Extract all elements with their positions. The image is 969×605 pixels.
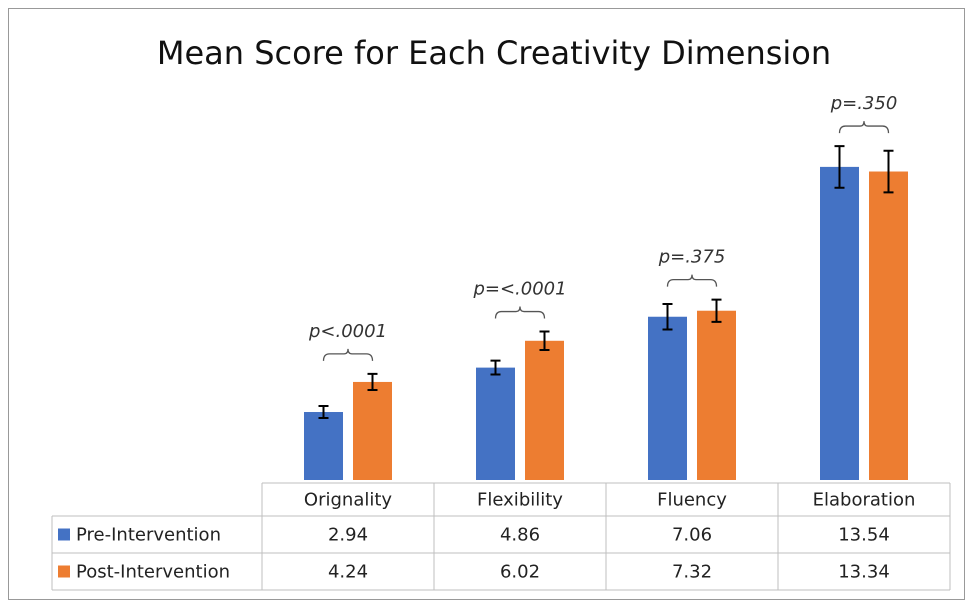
legend-label: Post-Intervention bbox=[76, 562, 230, 583]
chart-border bbox=[8, 8, 965, 600]
error-bar bbox=[367, 372, 378, 392]
table-value: 4.86 bbox=[500, 525, 540, 546]
table-value: 2.94 bbox=[328, 525, 368, 546]
table-value: 6.02 bbox=[500, 562, 540, 583]
bar bbox=[525, 340, 564, 480]
category-label: Orignality bbox=[304, 490, 392, 511]
error-bar bbox=[834, 145, 845, 189]
annotation: p=.350 bbox=[830, 93, 898, 114]
table-value: 13.34 bbox=[838, 562, 890, 583]
bar bbox=[697, 310, 736, 480]
legend-key bbox=[58, 528, 70, 541]
error-bar bbox=[883, 149, 894, 194]
chart-title: Mean Score for Each Creativity Dimension bbox=[157, 34, 831, 72]
bar bbox=[820, 166, 859, 480]
bar bbox=[353, 381, 392, 480]
error-bar bbox=[711, 298, 722, 323]
bar bbox=[304, 412, 343, 480]
bar bbox=[476, 367, 515, 480]
significance-bracket bbox=[666, 274, 718, 287]
table-value: 13.54 bbox=[838, 525, 890, 546]
table-value: 7.06 bbox=[672, 525, 712, 546]
bar bbox=[869, 171, 908, 480]
category-label: Fluency bbox=[657, 490, 727, 511]
error-bar bbox=[318, 405, 329, 420]
significance-bracket bbox=[838, 121, 890, 134]
error-bar bbox=[490, 359, 501, 376]
significance-bracket bbox=[494, 306, 546, 319]
annotation: p=.375 bbox=[658, 247, 726, 268]
annotation: p<.0001 bbox=[308, 321, 387, 342]
table-value: 4.24 bbox=[328, 562, 368, 583]
category-label: Flexibility bbox=[477, 490, 563, 511]
error-bar bbox=[539, 330, 550, 352]
legend-key bbox=[58, 565, 70, 578]
bar bbox=[648, 316, 687, 480]
annotation: p=<.0001 bbox=[472, 279, 566, 300]
legend-label: Pre-Intervention bbox=[76, 525, 221, 546]
error-bar bbox=[662, 303, 673, 331]
category-label: Elaboration bbox=[813, 490, 916, 511]
table-value: 7.32 bbox=[672, 562, 712, 583]
